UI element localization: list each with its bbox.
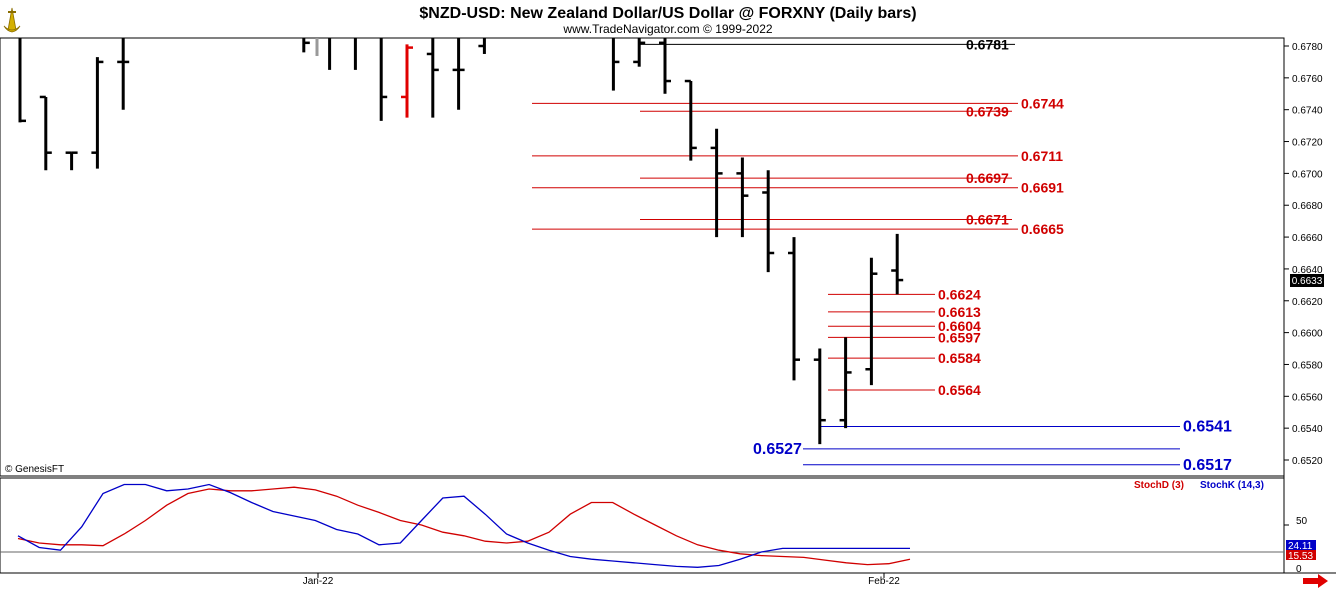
stoch-line [17, 486, 911, 566]
ohlc-bar [684, 79, 697, 161]
watermark: © GenesisFT [5, 464, 64, 475]
ohlc-bar [736, 157, 749, 238]
price-levels: 0.6781 0.6744 0.6739 0.6711 0.6697 0.6691 0.66… [532, 36, 1232, 474]
ohlc-bar [39, 95, 52, 171]
ohlc-bar [426, 38, 439, 118]
ohlc-bar [611, 38, 620, 91]
price-tick-label: 0.6760 [1292, 74, 1323, 85]
level-label: 0.6584 [938, 350, 981, 366]
price-tick-label: 0.6640 [1292, 265, 1323, 276]
price-tick-label: 0.6660 [1292, 233, 1323, 244]
price-tick-label: 0.6540 [1292, 424, 1323, 435]
level-label: 0.6613 [938, 304, 981, 320]
level-label: 0.6691 [1021, 180, 1064, 196]
stoch-d-last: 15.53 [1288, 551, 1313, 562]
level-label: 0.6739 [966, 103, 1009, 119]
ohlc-bar [813, 348, 826, 445]
price-tick-label: 0.6520 [1292, 456, 1323, 467]
legend-stoch-d: StochD (3) [1134, 480, 1184, 491]
legend-stoch-k: StochK (14,3) [1200, 480, 1264, 491]
price-tick-label: 0.6780 [1292, 42, 1323, 53]
price-tick-label: 0.6740 [1292, 106, 1323, 117]
stoch-line [17, 483, 910, 568]
ohlc-bar [65, 151, 78, 171]
x-label-feb: Feb-22 [868, 576, 900, 587]
ohlc-bar [401, 44, 413, 118]
ohlc-bar [839, 337, 852, 429]
level-label: 0.6665 [1021, 221, 1064, 237]
last-price-marker: 0.6633 [1290, 274, 1324, 287]
chart-title: $NZD-USD: New Zealand Dollar/US Dollar @… [419, 5, 916, 22]
last-price-label: 0.6633 [1292, 276, 1323, 287]
level-label: 0.6597 [938, 329, 981, 345]
level-label: 0.6541 [1183, 419, 1232, 436]
stoch-k-last: 24.11 [1288, 541, 1313, 552]
level-label: 0.6564 [938, 382, 981, 398]
price-tick-label: 0.6720 [1292, 138, 1323, 149]
ohlc-bar [117, 38, 130, 110]
level-label: 0.6744 [1021, 95, 1064, 111]
ohlc-bar [865, 257, 878, 386]
level-label: 0.6671 [966, 212, 1009, 228]
ohlc-bar [659, 38, 671, 94]
level-label: 0.6517 [1183, 457, 1232, 474]
ohlc-bar [302, 38, 310, 53]
price-axis [1284, 38, 1336, 476]
level-label: 0.6604 [938, 318, 981, 334]
price-tick-label: 0.6560 [1292, 392, 1323, 403]
stoch-last-values: 24.11 15.53 [1286, 540, 1316, 562]
price-tick-label: 0.6600 [1292, 329, 1323, 340]
ohlc-bar [891, 233, 904, 295]
indicator-panel [0, 477, 1285, 574]
ohlc-bar [379, 38, 388, 121]
price-tick-label: 0.6700 [1292, 169, 1323, 180]
ohlc-bar [91, 57, 104, 169]
ohlc-bar [788, 237, 800, 381]
scroll-right-arrow-icon[interactable] [1303, 574, 1328, 588]
ohlc-bar [452, 38, 465, 110]
price-tick-label: 0.6580 [1292, 360, 1323, 371]
price-tick-label: 0.6680 [1292, 201, 1323, 212]
logo-icon [3, 7, 21, 33]
ohlc-bars [18, 38, 904, 445]
level-label: 0.6711 [1021, 148, 1063, 164]
level-label: 0.6697 [966, 170, 1009, 186]
level-label: 0.6781 [966, 36, 1009, 52]
price-tick-label: 0.6620 [1292, 297, 1323, 308]
level-label: 0.6527 [753, 441, 802, 458]
ohlc-bar [762, 170, 775, 273]
x-label-jan: Jan-22 [303, 576, 334, 587]
ohlc-bar [478, 38, 486, 54]
level-label: 0.6624 [938, 286, 981, 302]
stoch-tick-0: 0 [1296, 564, 1302, 575]
stoch-tick-50: 50 [1296, 516, 1308, 527]
ohlc-bar [633, 38, 646, 67]
ohlc-bar [710, 128, 723, 238]
price-axis-ticks: 0.6780 0.6760 0.6740 0.6720 0.6700 0.6680 0.66… [1284, 42, 1323, 467]
chart-subtitle: www.TradeNavigator.com © 1999-2022 [562, 22, 772, 36]
ohlc-bar [18, 38, 26, 123]
stochastic-panel [0, 483, 1289, 568]
